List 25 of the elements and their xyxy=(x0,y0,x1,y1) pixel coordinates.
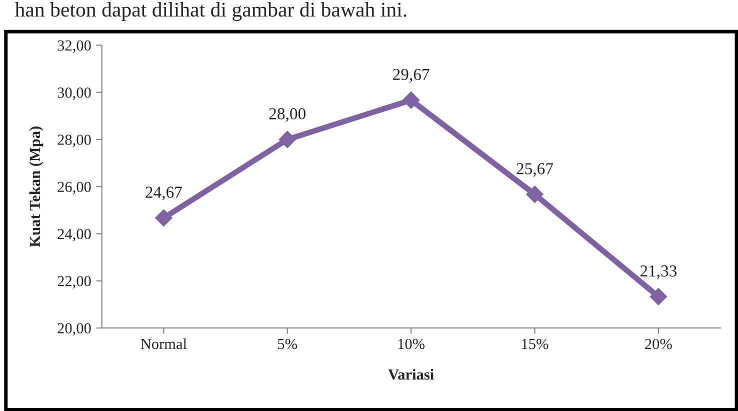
data-label: 25,67 xyxy=(516,163,554,177)
y-tick-label: 28,00 xyxy=(58,134,91,148)
y-axis-title: Kuat Tekan (Mpa) xyxy=(29,126,44,248)
x-tick-label: 10% xyxy=(398,338,425,350)
y-tick-label: 32,00 xyxy=(58,40,91,53)
y-tick-label: 20,00 xyxy=(58,323,91,336)
x-tick-label: 5% xyxy=(278,338,298,350)
x-tick-label: Normal xyxy=(140,338,187,350)
point xyxy=(526,186,544,203)
data-label: 24,67 xyxy=(146,186,182,200)
y-tick-label: 26,00 xyxy=(58,182,91,194)
data-label: 28,00 xyxy=(269,108,306,122)
text: han beton dapat dilihat di gambar di bawah ini. xyxy=(14,2,406,22)
x-axis-title: Variasi xyxy=(388,368,434,380)
point xyxy=(278,130,296,148)
point xyxy=(402,92,420,109)
x-tick-label: 20% xyxy=(645,338,672,350)
data-label: 29,67 xyxy=(393,68,430,82)
x-tick-label: 15% xyxy=(522,338,548,350)
point xyxy=(650,288,667,306)
point xyxy=(155,209,172,226)
y-tick-label: 24,00 xyxy=(58,228,91,242)
y-tick-label: 22,00 xyxy=(58,276,91,288)
data-label: 21,33 xyxy=(640,265,677,279)
y-tick-label: 30,00 xyxy=(58,87,91,100)
